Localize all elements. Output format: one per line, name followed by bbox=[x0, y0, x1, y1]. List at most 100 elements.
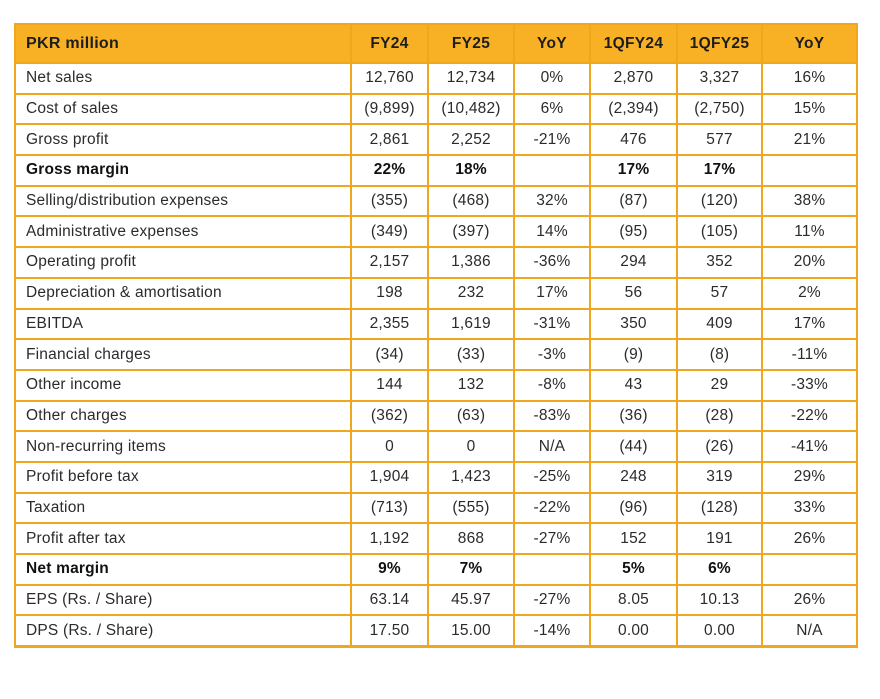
cell-value: 2% bbox=[761, 276, 858, 310]
cell-value: -11% bbox=[761, 338, 858, 371]
cell-value: 6% bbox=[513, 92, 591, 126]
cell-value: 132 bbox=[427, 368, 515, 402]
cell-value: 0 bbox=[427, 430, 515, 463]
cell-value: 1,904 bbox=[350, 460, 429, 494]
cell-value: (355) bbox=[350, 184, 429, 218]
cell-value: N/A bbox=[761, 614, 858, 648]
cell-value: 577 bbox=[676, 123, 763, 157]
cell-value: 45.97 bbox=[427, 583, 515, 617]
row-label: Gross profit bbox=[14, 123, 352, 157]
table-row: DPS (Rs. / Share) 17.50 15.00 -14% 0.00 0.00 N… bbox=[14, 614, 858, 648]
row-label: Depreciation & amortisation bbox=[14, 276, 352, 310]
table-row: EBITDA 2,355 1,619 -31% 350 409 17% bbox=[14, 307, 858, 341]
cell-value: 26% bbox=[761, 583, 858, 617]
cell-value: (713) bbox=[350, 491, 429, 525]
table-row: Profit after tax 1,192 868 -27% 152 191 26% bbox=[14, 522, 858, 555]
row-label: EPS (Rs. / Share) bbox=[14, 583, 352, 617]
cell-value: (9,899) bbox=[350, 92, 429, 126]
cell-value: 0.00 bbox=[589, 614, 678, 648]
cell-value: 15% bbox=[761, 92, 858, 126]
cell-value: 294 bbox=[589, 246, 678, 279]
cell-value: (397) bbox=[427, 215, 515, 249]
row-label: Non-recurring items bbox=[14, 430, 352, 463]
cell-value: 21% bbox=[761, 123, 858, 157]
row-label: DPS (Rs. / Share) bbox=[14, 614, 352, 648]
cell-value: 2,861 bbox=[350, 123, 429, 157]
row-label: Administrative expenses bbox=[14, 215, 352, 249]
header-row: PKR million FY24 FY25 YoY 1QFY24 1QFY25 YoY bbox=[14, 23, 858, 64]
cell-value: 56 bbox=[589, 276, 678, 310]
cell-value: 63.14 bbox=[350, 583, 429, 617]
row-label: EBITDA bbox=[14, 307, 352, 341]
cell-value: 2,355 bbox=[350, 307, 429, 341]
cell-value: (128) bbox=[676, 491, 763, 525]
cell-value: 1,386 bbox=[427, 246, 515, 279]
column-header-yoy-5: YoY bbox=[761, 23, 858, 64]
cell-value: 3,327 bbox=[676, 62, 763, 95]
row-label: Taxation bbox=[14, 491, 352, 525]
cell-value: 57 bbox=[676, 276, 763, 310]
cell-value: 198 bbox=[350, 276, 429, 310]
cell-value: -21% bbox=[513, 123, 591, 157]
cell-value: 5% bbox=[589, 553, 678, 586]
cell-value: 12,734 bbox=[427, 62, 515, 95]
cell-value: 868 bbox=[427, 522, 515, 555]
cell-value: 10.13 bbox=[676, 583, 763, 617]
cell-value: 22% bbox=[350, 154, 429, 187]
cell-value: 26% bbox=[761, 522, 858, 555]
cell-value: 1,619 bbox=[427, 307, 515, 341]
cell-value: (95) bbox=[589, 215, 678, 249]
cell-value: -36% bbox=[513, 246, 591, 279]
cell-value: (96) bbox=[589, 491, 678, 525]
cell-value: 43 bbox=[589, 368, 678, 402]
cell-value: 6% bbox=[676, 553, 763, 586]
cell-value: 191 bbox=[676, 522, 763, 555]
cell-value: 0% bbox=[513, 62, 591, 95]
column-header-1qfy25-4: 1QFY25 bbox=[676, 23, 763, 64]
cell-value: 29 bbox=[676, 368, 763, 402]
cell-value: (63) bbox=[427, 399, 515, 433]
row-label: Other income bbox=[14, 368, 352, 402]
table-row: Profit before tax 1,904 1,423 -25% 248 319 29% bbox=[14, 460, 858, 494]
cell-value: (362) bbox=[350, 399, 429, 433]
cell-value: 20% bbox=[761, 246, 858, 279]
cell-value: (349) bbox=[350, 215, 429, 249]
row-label: Operating profit bbox=[14, 246, 352, 279]
table-row: Other income 144 132 -8% 43 29 -33% bbox=[14, 368, 858, 402]
cell-value: 12,760 bbox=[350, 62, 429, 95]
cell-value: 32% bbox=[513, 184, 591, 218]
cell-value: 17.50 bbox=[350, 614, 429, 648]
cell-value: 33% bbox=[761, 491, 858, 525]
table-row: EPS (Rs. / Share) 63.14 45.97 -27% 8.05 10.13… bbox=[14, 583, 858, 617]
row-label: Financial charges bbox=[14, 338, 352, 371]
table-row: Net margin 9% 7% 5% 6% bbox=[14, 553, 858, 586]
table-row: Operating profit 2,157 1,386 -36% 294 352 20% bbox=[14, 246, 858, 279]
cell-value: 248 bbox=[589, 460, 678, 494]
cell-value: (10,482) bbox=[427, 92, 515, 126]
cell-value: -25% bbox=[513, 460, 591, 494]
cell-value: 11% bbox=[761, 215, 858, 249]
cell-value: 2,252 bbox=[427, 123, 515, 157]
table-row: Non-recurring items 0 0 N/A (44) (26) -41% bbox=[14, 430, 858, 463]
cell-value: -27% bbox=[513, 522, 591, 555]
cell-value: 2,157 bbox=[350, 246, 429, 279]
table-row: Selling/distribution expenses (355) (468) 3… bbox=[14, 184, 858, 218]
cell-value: 319 bbox=[676, 460, 763, 494]
table-row: Net sales 12,760 12,734 0% 2,870 3,327 16% bbox=[14, 62, 858, 95]
table-row: Gross profit 2,861 2,252 -21% 476 577 21% bbox=[14, 123, 858, 157]
table-row: Financial charges (34) (33) -3% (9) (8) -11% bbox=[14, 338, 858, 371]
cell-value: (28) bbox=[676, 399, 763, 433]
column-header-yoy-2: YoY bbox=[513, 23, 591, 64]
table-row: Depreciation & amortisation 198 232 17% 56 57… bbox=[14, 276, 858, 310]
cell-value: 17% bbox=[513, 276, 591, 310]
row-label: Profit after tax bbox=[14, 522, 352, 555]
row-label: Gross margin bbox=[14, 154, 352, 187]
column-header-fy24-0: FY24 bbox=[350, 23, 429, 64]
cell-value: (26) bbox=[676, 430, 763, 463]
column-header-1qfy24-3: 1QFY24 bbox=[589, 23, 678, 64]
cell-value: (44) bbox=[589, 430, 678, 463]
cell-value: -33% bbox=[761, 368, 858, 402]
row-label: Net sales bbox=[14, 62, 352, 95]
cell-value: 152 bbox=[589, 522, 678, 555]
table-row: Other charges (362) (63) -83% (36) (28) -22% bbox=[14, 399, 858, 433]
